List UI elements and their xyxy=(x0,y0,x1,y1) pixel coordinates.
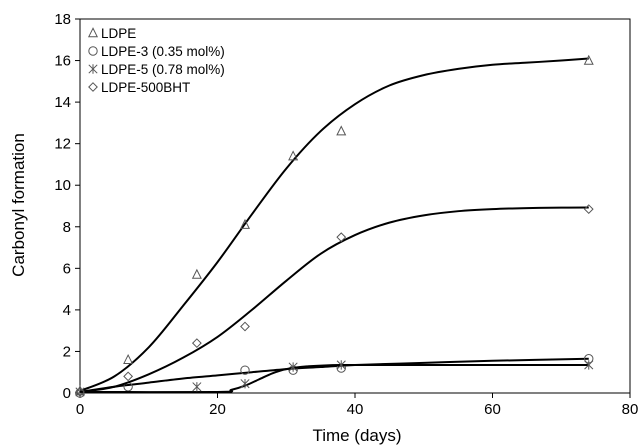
y-tick-label-18: 18 xyxy=(54,11,71,28)
data-point-ldpe-5-0-78-mol-3 xyxy=(288,362,298,372)
legend-label-ldpe: LDPE xyxy=(101,26,136,41)
data-point-ldpe-5-0-78-mol-1 xyxy=(192,382,202,392)
legend-marker-ldpe-5-0-78-mol xyxy=(88,64,98,74)
data-point-ldpe-3-0-35-mol-2 xyxy=(240,365,250,375)
y-tick-label-14: 14 xyxy=(54,94,71,111)
y-tick-label-8: 8 xyxy=(63,219,71,236)
legend-label-ldpe-3-0-35-mol: LDPE-3 (0.35 mol%) xyxy=(101,44,225,59)
legend-marker-ldpe xyxy=(87,27,99,38)
x-tick-label-60: 60 xyxy=(484,401,501,418)
data-point-ldpe-4 xyxy=(288,150,299,161)
plot-layer: 0 20 40 60 80 0 2 4 6 8 10 12 14 16 18 LDPE LDPE-3 (0.35… xyxy=(54,11,638,418)
data-point-ldpe-5-0-78-mol-5 xyxy=(584,360,594,370)
y-axis-label: Carbonyl formation xyxy=(9,133,28,277)
y-tick-label-4: 4 xyxy=(63,302,71,319)
y-tick-label-10: 10 xyxy=(54,177,71,194)
series-line-ldpe xyxy=(79,57,589,392)
y-tick-label-2: 2 xyxy=(63,343,71,360)
data-point-ldpe-500bht-4 xyxy=(336,232,347,243)
data-point-ldpe-5 xyxy=(336,125,347,136)
data-point-ldpe-500bht-2 xyxy=(191,338,202,349)
series-line-ldpe-5-0-78-mol xyxy=(79,363,589,394)
data-point-ldpe-2 xyxy=(191,268,202,279)
data-point-ldpe-5-0-78-mol-0 xyxy=(75,387,85,397)
x-tick-label-0: 0 xyxy=(76,401,84,418)
data-point-ldpe-500bht-3 xyxy=(240,321,250,332)
y-tick-label-16: 16 xyxy=(54,53,71,70)
data-point-ldpe-5-0-78-mol-2 xyxy=(240,378,250,389)
legend-marker-ldpe-500bht xyxy=(88,82,98,92)
y-tick-label-12: 12 xyxy=(54,136,71,153)
x-tick-label-40: 40 xyxy=(347,401,364,418)
data-point-ldpe-6 xyxy=(583,54,594,65)
data-point-ldpe-1 xyxy=(123,353,134,364)
data-point-ldpe-500bht-0 xyxy=(75,387,85,397)
series-line-ldpe-500bht xyxy=(79,206,589,393)
data-point-ldpe-500bht-5 xyxy=(583,204,594,215)
x-tick-label-20: 20 xyxy=(209,401,226,418)
legend-label-ldpe-5-0-78-mol: LDPE-5 (0.78 mol%) xyxy=(101,62,225,77)
x-axis-label: Time (days) xyxy=(312,426,401,445)
legend-label-ldpe-500bht: LDPE-500BHT xyxy=(101,80,190,95)
x-tick-label-80: 80 xyxy=(622,401,639,418)
legend-marker-ldpe-3-0-35-mol xyxy=(88,46,98,56)
data-point-ldpe-500bht-1 xyxy=(123,371,134,382)
data-point-ldpe-3 xyxy=(239,218,251,229)
y-tick-label-0: 0 xyxy=(63,385,71,402)
series-line-ldpe-3-0-35-mol xyxy=(79,357,589,393)
y-tick-label-6: 6 xyxy=(63,260,71,277)
data-point-ldpe-5-0-78-mol-4 xyxy=(336,360,346,370)
